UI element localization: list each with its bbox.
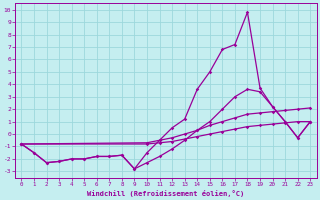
- X-axis label: Windchill (Refroidissement éolien,°C): Windchill (Refroidissement éolien,°C): [87, 190, 244, 197]
